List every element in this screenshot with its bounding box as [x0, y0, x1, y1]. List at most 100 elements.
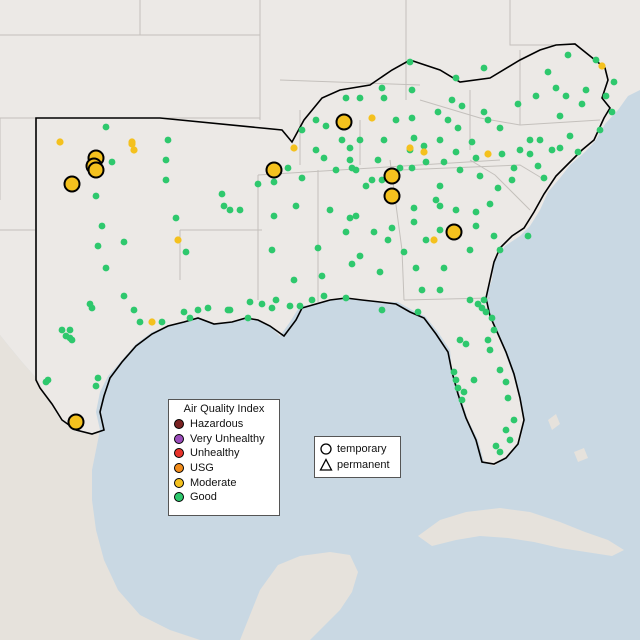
good-site-marker[interactable] — [406, 58, 414, 66]
good-site-marker[interactable] — [556, 144, 564, 152]
good-site-marker[interactable] — [378, 176, 386, 184]
good-site-marker[interactable] — [484, 336, 492, 344]
good-site-marker[interactable] — [422, 236, 430, 244]
moderate-temporary-site-marker[interactable] — [335, 113, 353, 131]
good-site-marker[interactable] — [466, 296, 474, 304]
good-site-marker[interactable] — [454, 124, 462, 132]
good-site-marker[interactable] — [544, 68, 552, 76]
good-site-marker[interactable] — [258, 300, 266, 308]
good-site-marker[interactable] — [450, 368, 458, 376]
good-site-marker[interactable] — [440, 264, 448, 272]
moderate-temporary-site-marker[interactable] — [63, 175, 81, 193]
good-site-marker[interactable] — [574, 148, 582, 156]
good-site-marker[interactable] — [524, 232, 532, 240]
good-site-marker[interactable] — [338, 136, 346, 144]
good-site-marker[interactable] — [408, 86, 416, 94]
good-site-marker[interactable] — [418, 286, 426, 294]
good-site-marker[interactable] — [44, 376, 52, 384]
good-site-marker[interactable] — [130, 306, 138, 314]
good-site-marker[interactable] — [472, 208, 480, 216]
moderate-temporary-site-marker[interactable] — [67, 413, 85, 431]
good-site-marker[interactable] — [180, 308, 188, 316]
moderate-site-marker[interactable] — [128, 140, 136, 148]
moderate-temporary-site-marker[interactable] — [265, 161, 283, 179]
good-site-marker[interactable] — [94, 242, 102, 250]
good-site-marker[interactable] — [98, 222, 106, 230]
good-site-marker[interactable] — [496, 366, 504, 374]
good-site-marker[interactable] — [480, 296, 488, 304]
good-site-marker[interactable] — [526, 136, 534, 144]
moderate-temporary-site-marker[interactable] — [383, 167, 401, 185]
good-site-marker[interactable] — [596, 126, 604, 134]
good-site-marker[interactable] — [326, 206, 334, 214]
moderate-site-marker[interactable] — [290, 144, 298, 152]
good-site-marker[interactable] — [408, 114, 416, 122]
good-site-marker[interactable] — [496, 246, 504, 254]
good-site-marker[interactable] — [444, 116, 452, 124]
good-site-marker[interactable] — [458, 102, 466, 110]
good-site-marker[interactable] — [496, 448, 504, 456]
good-site-marker[interactable] — [534, 162, 542, 170]
good-site-marker[interactable] — [244, 314, 252, 322]
good-site-marker[interactable] — [526, 150, 534, 158]
good-site-marker[interactable] — [356, 94, 364, 102]
good-site-marker[interactable] — [516, 146, 524, 154]
moderate-temporary-site-marker[interactable] — [445, 223, 463, 241]
good-site-marker[interactable] — [284, 164, 292, 172]
good-site-marker[interactable] — [452, 376, 460, 384]
good-site-marker[interactable] — [388, 224, 396, 232]
good-site-marker[interactable] — [270, 178, 278, 186]
good-site-marker[interactable] — [564, 51, 572, 59]
good-site-marker[interactable] — [556, 112, 564, 120]
good-site-marker[interactable] — [474, 300, 482, 308]
good-site-marker[interactable] — [342, 228, 350, 236]
moderate-site-marker[interactable] — [56, 138, 64, 146]
good-site-marker[interactable] — [436, 226, 444, 234]
moderate-site-marker[interactable] — [406, 144, 414, 152]
good-site-marker[interactable] — [462, 340, 470, 348]
good-site-marker[interactable] — [472, 222, 480, 230]
good-site-marker[interactable] — [460, 388, 468, 396]
good-site-marker[interactable] — [458, 396, 466, 404]
good-site-marker[interactable] — [434, 108, 442, 116]
good-site-marker[interactable] — [488, 314, 496, 322]
good-site-marker[interactable] — [362, 182, 370, 190]
good-site-marker[interactable] — [492, 442, 500, 450]
good-site-marker[interactable] — [396, 164, 404, 172]
moderate-site-marker[interactable] — [130, 146, 138, 154]
good-site-marker[interactable] — [172, 214, 180, 222]
good-site-marker[interactable] — [194, 306, 202, 314]
good-site-marker[interactable] — [292, 202, 300, 210]
good-site-marker[interactable] — [268, 246, 276, 254]
good-site-marker[interactable] — [410, 204, 418, 212]
good-site-marker[interactable] — [414, 308, 422, 316]
good-site-marker[interactable] — [436, 202, 444, 210]
good-site-marker[interactable] — [440, 158, 448, 166]
good-site-marker[interactable] — [162, 156, 170, 164]
good-site-marker[interactable] — [408, 164, 416, 172]
good-site-marker[interactable] — [436, 182, 444, 190]
good-site-marker[interactable] — [566, 132, 574, 140]
good-site-marker[interactable] — [452, 206, 460, 214]
good-site-marker[interactable] — [562, 92, 570, 100]
good-site-marker[interactable] — [164, 136, 172, 144]
moderate-site-marker[interactable] — [430, 236, 438, 244]
good-site-marker[interactable] — [412, 264, 420, 272]
good-site-marker[interactable] — [502, 378, 510, 386]
good-site-marker[interactable] — [380, 94, 388, 102]
good-site-marker[interactable] — [436, 136, 444, 144]
good-site-marker[interactable] — [308, 296, 316, 304]
good-site-marker[interactable] — [58, 326, 66, 334]
good-site-marker[interactable] — [312, 116, 320, 124]
good-site-marker[interactable] — [92, 192, 100, 200]
good-site-marker[interactable] — [480, 108, 488, 116]
good-site-marker[interactable] — [490, 326, 498, 334]
good-site-marker[interactable] — [120, 238, 128, 246]
good-site-marker[interactable] — [508, 176, 516, 184]
good-site-marker[interactable] — [356, 252, 364, 260]
good-site-marker[interactable] — [448, 96, 456, 104]
good-site-marker[interactable] — [514, 100, 522, 108]
good-site-marker[interactable] — [490, 232, 498, 240]
moderate-site-marker[interactable] — [174, 236, 182, 244]
